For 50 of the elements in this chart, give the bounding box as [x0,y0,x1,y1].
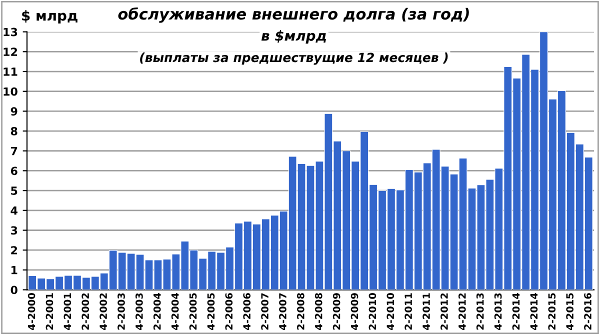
x-tick-label: 4-2009 [350,293,358,330]
x-tick-label: 2-2009 [332,293,340,330]
x-tick-label: 4-2002 [100,293,107,330]
y-tick-label: 12 [4,48,18,56]
y-tick-label: 1 [11,266,18,274]
x-tick-label: 4-2003 [136,293,143,330]
x-tick-label: 4-2013 [494,293,502,330]
x-tick-label: 2-2001 [46,293,54,330]
x-tick-label: 2-2011 [404,293,412,330]
x-tick-label: 4-2007 [279,293,286,330]
chart-title: обслуживание внешнего долга (за год) [118,7,469,23]
y-tick-label: 10 [4,87,18,96]
x-tick-label: 2-2014 [512,293,520,330]
x-tick-label: 4-2014 [530,293,538,330]
y-tick-label: 4 [10,206,18,215]
y-tick-label: 3 [10,226,18,235]
y-tick-label: 13 [4,28,18,36]
y-tick-label: 2 [11,246,18,254]
x-tick-label: 4-2011 [422,293,430,330]
x-tick-label: 2-2003 [118,293,125,330]
y-tick-label: 0 [10,286,18,294]
annotation: (выплаты за предшествущие 12 месяцев ) [140,52,448,65]
x-tick-label: 2-2007 [261,293,268,330]
y-tick-label: 11 [4,68,18,76]
x-tick-label: 4-2012 [458,293,466,330]
x-tick-label: 2-2005 [189,293,197,330]
chart-subtitle: в $млрд [261,30,326,44]
y-tick-label: 6 [10,166,18,176]
x-tick-label: 2-2012 [440,293,448,330]
y-tick-label: 9 [10,107,18,116]
x-tick-label: 2-2013 [476,293,484,330]
x-tick-label: 4-2004 [171,293,179,330]
y-tick-label: 5 [11,186,18,195]
x-tick-label: 4-2015 [566,293,574,330]
x-tick-label: 4-2006 [243,293,251,330]
x-tick-label: 2-2010 [368,293,376,330]
x-tick-label: 2-2002 [82,293,90,330]
y-tick-label: 7 [10,147,18,156]
x-tick-label: 4-2008 [314,293,322,330]
x-tick-label: 2-2016 [584,293,592,330]
x-tick-label: 2-2004 [153,293,161,330]
x-tick-label: 2-2008 [296,293,304,330]
x-tick-label: 4-2010 [386,293,394,330]
x-tick-label: 2-2015 [548,293,556,330]
x-tick-label: 4-2001 [64,293,72,330]
x-tick-label: 2-2006 [225,293,233,330]
y-axis-title: $ млрд [22,10,78,24]
y-tick-label: 8 [10,127,18,136]
x-tick-label: 4-2005 [207,293,215,330]
x-tick-label: 4-2000 [28,293,36,330]
